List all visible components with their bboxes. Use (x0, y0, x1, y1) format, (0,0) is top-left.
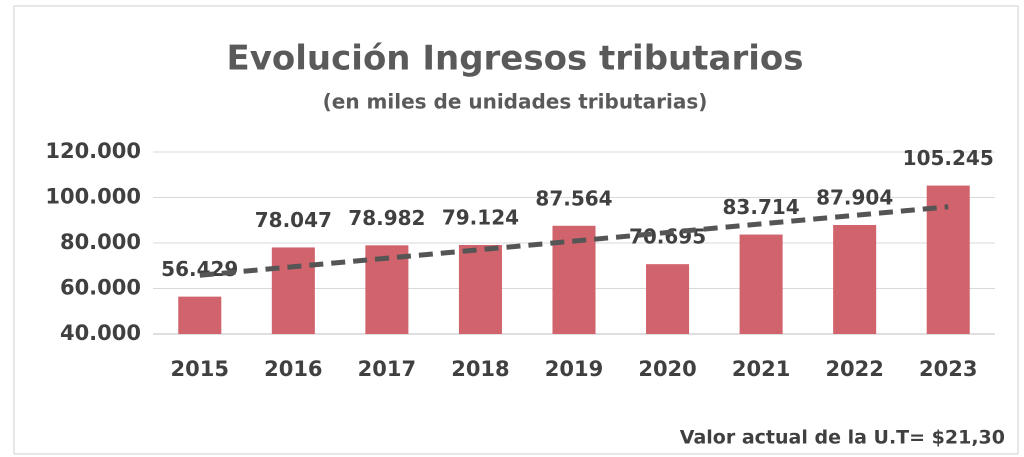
chart-frame (13, 5, 1019, 455)
bar (458, 244, 502, 334)
value-label: 79.124 (442, 205, 519, 229)
x-tick-label: 2021 (732, 357, 790, 381)
bar (739, 234, 783, 334)
x-tick-label: 2017 (358, 357, 416, 381)
y-tick-label: 120.000 (45, 139, 141, 163)
y-tick-label: 40.000 (60, 321, 141, 345)
x-tick-label: 2019 (545, 357, 603, 381)
y-tick-label: 60.000 (60, 276, 141, 300)
x-tick-label: 2022 (825, 357, 883, 381)
annotation: Valor actual de la U.T= $21,30 (680, 427, 1005, 449)
bar (178, 296, 222, 334)
x-tick-label: 2016 (264, 357, 322, 381)
value-label: 56.429 (161, 257, 238, 281)
x-tick-label: 2023 (919, 357, 977, 381)
bar (833, 225, 877, 334)
value-label: 87.904 (816, 186, 893, 210)
value-label: 87.564 (535, 186, 612, 210)
value-label: 78.047 (255, 208, 332, 232)
value-label: 83.714 (723, 195, 800, 219)
bar (271, 247, 315, 334)
value-label: 78.982 (348, 206, 425, 230)
y-tick-label: 100.000 (45, 185, 141, 209)
trendline (199, 204, 949, 278)
chart-subtitle: (en miles de unidades tributarias) (323, 90, 708, 114)
bar (646, 264, 690, 334)
x-tick-label: 2020 (638, 357, 696, 381)
x-tick-label: 2018 (451, 357, 509, 381)
chart-title: Evolución Ingresos tributarios (227, 39, 804, 79)
y-tick-label: 80.000 (60, 230, 141, 254)
value-label: 105.245 (903, 146, 994, 170)
x-tick-label: 2015 (171, 357, 229, 381)
